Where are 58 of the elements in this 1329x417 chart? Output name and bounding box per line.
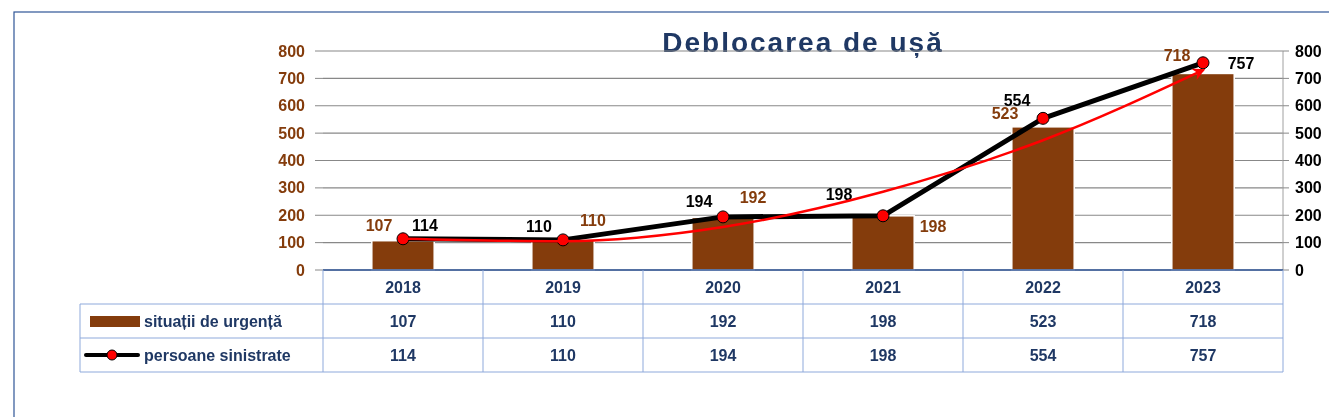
data-label: 114 [390, 346, 417, 364]
bar [1171, 72, 1235, 271]
y-tick-label: 300 [278, 179, 306, 197]
y-tick-label: 100 [278, 234, 306, 252]
data-label: 523 [1029, 312, 1057, 330]
point [716, 210, 730, 224]
legend-label: situații de urgență [144, 312, 282, 330]
y-tick-label: 800 [278, 42, 306, 60]
text: 718 [1163, 47, 1191, 65]
y-tick-label: 400 [278, 152, 306, 170]
data-label: 198 [869, 312, 897, 330]
y2-tick-label: 500 [1295, 124, 1322, 142]
data-label: 757 [1189, 346, 1217, 364]
point [1036, 111, 1050, 125]
x-tick-label: 2019 [545, 278, 581, 296]
y2-tick-label: 700 [1295, 69, 1322, 87]
data-label: 554 [1029, 346, 1057, 364]
x-tick-label: 2022 [1025, 278, 1061, 296]
y2-tick-label: 100 [1295, 234, 1322, 252]
text: 194 [685, 192, 713, 210]
y2-tick-label: 200 [1295, 206, 1322, 224]
bar [851, 215, 915, 271]
y2-tick-label: 300 [1295, 179, 1322, 197]
point [876, 209, 890, 223]
x-tick-label: 2020 [705, 278, 741, 296]
y-tick-label: 600 [278, 97, 306, 115]
y-tick-label: 500 [278, 124, 306, 142]
data-label: 194 [709, 346, 737, 364]
y2-tick-label: 0 [1295, 261, 1304, 279]
y2-tick-label: 600 [1295, 97, 1322, 115]
bar [1011, 126, 1075, 271]
x-tick-label: 2018 [385, 278, 421, 296]
y2-tick-label: 400 [1295, 152, 1322, 170]
point [1196, 56, 1210, 70]
text: 107 [365, 216, 393, 234]
data-label: 718 [1189, 312, 1217, 330]
y2-tick-label: 800 [1295, 42, 1322, 60]
y-tick-label: 700 [278, 69, 306, 87]
data-label: 192 [709, 312, 737, 330]
chart-title: Deblocarea de ușă [662, 27, 944, 58]
x-tick-label: 2021 [865, 278, 901, 296]
y-tick-label: 200 [278, 206, 306, 224]
text: 192 [739, 189, 767, 207]
data-label: 107 [389, 312, 417, 330]
text: 110 [526, 217, 552, 235]
point [396, 232, 410, 246]
data-label: 198 [869, 346, 897, 364]
text: 198 [825, 185, 853, 203]
legend-label: persoane sinistrate [144, 346, 291, 364]
y-tick-label: 0 [296, 261, 306, 279]
bar [371, 239, 435, 271]
data-label: 110 [550, 346, 577, 364]
data-label: 110 [550, 312, 577, 330]
text: 110 [580, 211, 606, 229]
x-tick-label: 2023 [1185, 278, 1221, 296]
text: 757 [1227, 54, 1255, 72]
text: 198 [919, 217, 947, 235]
text: 114 [412, 216, 438, 234]
